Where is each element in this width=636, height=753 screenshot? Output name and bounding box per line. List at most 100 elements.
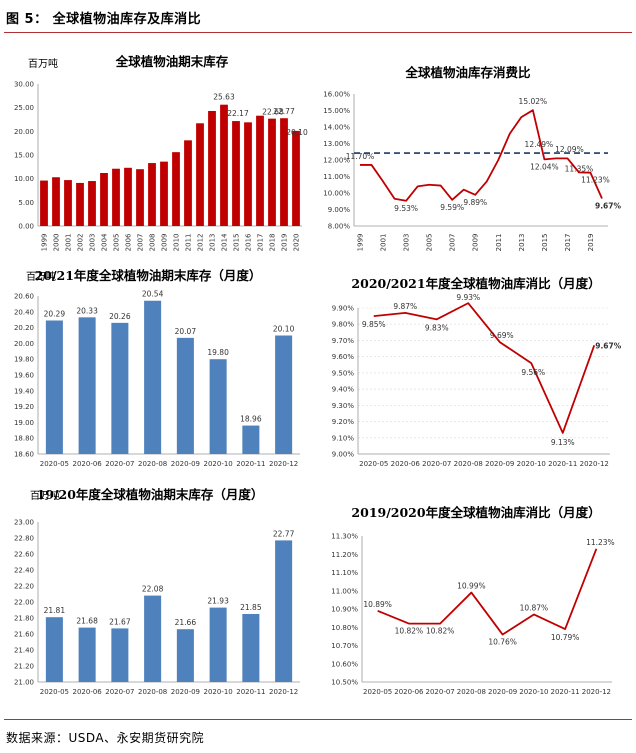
data-label: 10.76% (488, 638, 517, 647)
data-label: 21.81 (44, 606, 66, 615)
bar (78, 627, 96, 682)
bar (176, 337, 194, 454)
bar (45, 617, 63, 682)
x-tick-label: 2005 (426, 234, 434, 252)
data-label: 18.96 (240, 415, 262, 424)
y-tick-label: 11.30% (331, 533, 358, 541)
data-label: 22.17 (227, 109, 249, 118)
y-tick-label: 22.80 (14, 535, 34, 543)
y-tick-label: 30.00 (14, 81, 34, 89)
data-label: 9.67% (595, 201, 622, 210)
y-tick-label: 20.00 (14, 128, 34, 136)
y-tick-label: 11.10% (331, 569, 358, 577)
y-tick-label: 19.00 (14, 419, 34, 427)
bottom-rule (4, 719, 632, 720)
x-tick-label: 2000 (53, 234, 61, 252)
data-label: 15.02% (519, 97, 548, 106)
y-tick-label: 23.00 (14, 519, 34, 527)
data-label: 19.80 (207, 348, 229, 357)
x-tick-label: 2020-12 (269, 688, 298, 696)
data-label: 9.87% (393, 302, 417, 311)
x-tick-label: 2004 (101, 233, 109, 251)
y-tick-label: 25.00 (14, 104, 34, 112)
figure-title: 图 5： 全球植物油库存及库消比 (6, 12, 202, 27)
data-label: 21.67 (109, 617, 131, 626)
x-tick-label: 2020-05 (359, 460, 388, 468)
data-label: 9.67% (595, 341, 622, 350)
y-tick-label: 21.80 (14, 615, 34, 623)
bar (64, 180, 72, 226)
chart-1920-monthly-stocks: 19/20年度全球植物油期末库存（月度）百万吨 21.00 21.20 21.40 21… (14, 487, 300, 696)
chart-annual-stock-use-ratio: 全球植物油库存消费比 8.00% 9.00% 10.00% 11.00% 12.00% 13… (323, 65, 622, 252)
unit-label: 百万吨 (28, 57, 58, 70)
x-tick-label: 2020-10 (517, 460, 546, 468)
x-tick-label: 2016 (245, 233, 253, 251)
bar (256, 115, 264, 226)
x-tick-label: 2020-09 (171, 460, 200, 468)
x-tick-label: 2020-07 (426, 688, 455, 696)
data-label: 21.93 (207, 597, 229, 606)
data-label: 9.69% (490, 331, 514, 340)
reference-label: 12.49% (525, 140, 554, 149)
y-tick-label: 22.20 (14, 583, 34, 591)
x-tick-label: 2013 (518, 234, 526, 252)
data-label: 9.59% (440, 203, 464, 212)
x-tick-label: 2008 (149, 234, 157, 252)
bar (136, 169, 144, 226)
chart-title: 全球植物油期末库存 (115, 54, 229, 69)
x-tick-label: 2020-09 (488, 688, 517, 696)
bar (184, 140, 192, 226)
bar (232, 121, 240, 226)
x-tick-label: 2020-08 (138, 460, 167, 468)
x-tick-label: 2013 (209, 234, 217, 252)
y-tick-label: 9.40% (332, 386, 355, 394)
data-label: 20.33 (76, 306, 98, 315)
x-tick-label: 2020-10 (204, 460, 233, 468)
bar (76, 182, 84, 226)
bar (220, 104, 228, 226)
y-tick-label: 18.60 (14, 451, 34, 459)
y-tick-label: 14.00% (323, 124, 350, 132)
y-tick-label: 20.20 (14, 324, 34, 332)
y-tick-label: 21.00 (14, 679, 34, 687)
data-label: 9.13% (551, 438, 575, 447)
x-tick-label: 2020 (293, 234, 301, 252)
x-tick-label: 2010 (173, 234, 181, 252)
bar (148, 163, 156, 226)
x-tick-label: 2020-10 (204, 688, 233, 696)
bar (160, 161, 168, 226)
y-tick-label: 18.80 (14, 435, 34, 443)
x-tick-label: 2015 (233, 234, 241, 252)
data-label: 10.99% (457, 582, 486, 591)
bar (242, 614, 260, 682)
x-tick-label: 2005 (113, 234, 121, 252)
x-tick-label: 2009 (472, 234, 480, 252)
data-label: 20.26 (109, 312, 131, 321)
chart-title: 20/21年度全球植物油期末库存（月度） (35, 268, 262, 283)
x-tick-label: 2020-07 (422, 460, 451, 468)
x-tick-label: 2012 (197, 234, 205, 252)
x-tick-label: 2020-10 (519, 688, 548, 696)
y-tick-label: 10.90% (331, 606, 358, 614)
bar (111, 322, 129, 454)
x-tick-label: 2020-11 (236, 688, 265, 696)
x-tick-label: 2020-09 (171, 688, 200, 696)
y-tick-label: 8.00% (328, 223, 351, 231)
y-tick-label: 9.00% (328, 206, 351, 214)
x-tick-label: 2020-12 (582, 688, 611, 696)
x-tick-label: 1999 (41, 234, 49, 252)
x-tick-label: 2020-05 (40, 460, 69, 468)
data-label: 21.66 (175, 618, 197, 627)
y-tick-label: 9.50% (332, 369, 355, 377)
y-tick-label: 10.00 (14, 175, 34, 183)
bar (78, 317, 96, 454)
bar (111, 628, 129, 682)
y-tick-label: 5.00 (18, 199, 34, 207)
data-label: 20.54 (142, 290, 164, 299)
x-tick-label: 2020-11 (236, 460, 265, 468)
chart-title: 全球植物油库存消费比 (404, 65, 531, 80)
y-tick-label: 9.30% (332, 402, 355, 410)
y-tick-label: 0.00 (18, 223, 34, 231)
data-label: 10.82% (395, 627, 424, 636)
data-label: 9.93% (456, 293, 480, 302)
